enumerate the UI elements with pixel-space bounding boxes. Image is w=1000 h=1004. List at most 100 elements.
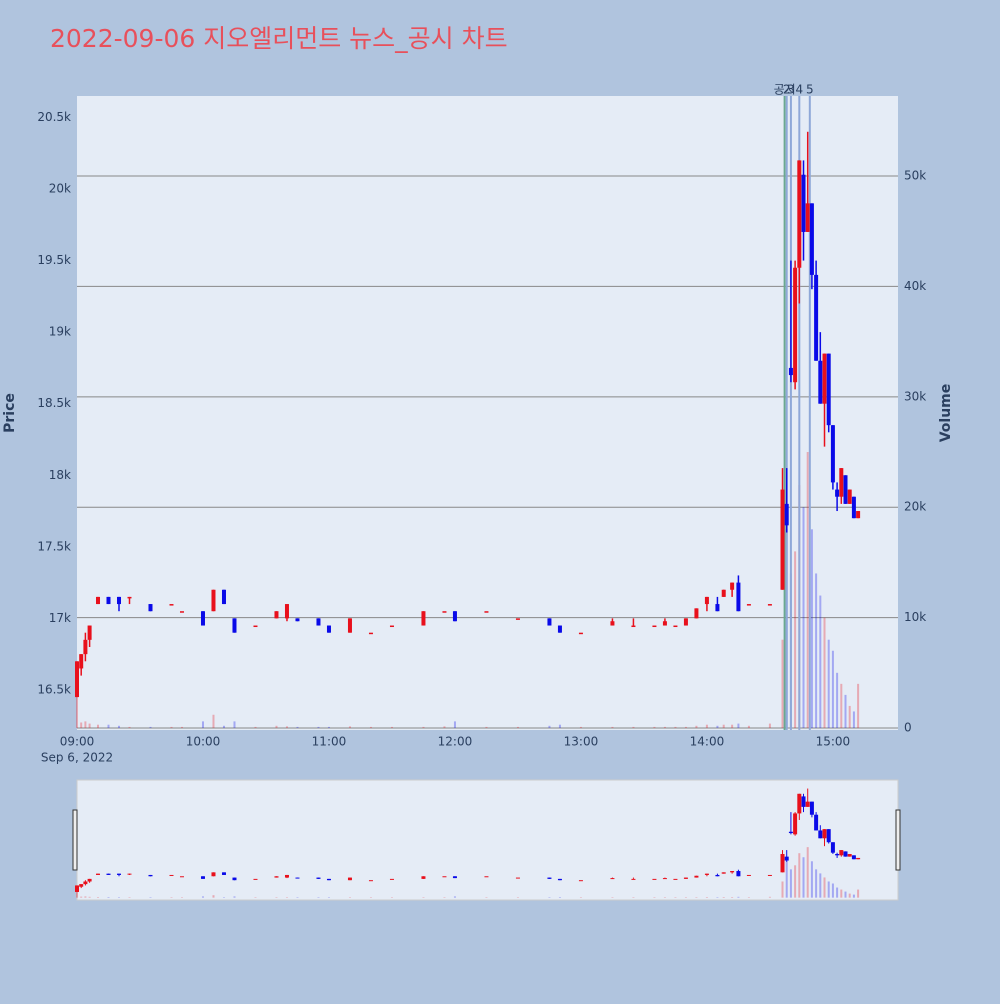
mini-volume-bar	[579, 897, 582, 898]
mini-volume-bar	[716, 897, 719, 898]
mini-candle-body	[610, 878, 615, 880]
mini-candle-body	[694, 875, 699, 878]
mini-volume-bar	[674, 897, 677, 898]
candle-body	[683, 618, 688, 626]
volume-bar	[674, 726, 677, 729]
mini-candle-body	[767, 874, 772, 876]
candle-body	[704, 596, 709, 605]
volume-bar	[149, 726, 152, 729]
mini-volume-bar	[180, 897, 183, 898]
mini-candle-body	[347, 877, 352, 881]
annotation-text: 5	[806, 83, 814, 97]
mini-candle-body	[652, 878, 657, 880]
mini-volume-bar	[798, 853, 801, 898]
candle-body	[316, 618, 321, 626]
candle-body	[797, 160, 802, 268]
mini-candle-body	[253, 878, 258, 880]
candle-body	[389, 625, 394, 628]
candle-body	[814, 274, 819, 361]
x-tick-label: 13:00	[564, 735, 599, 749]
mini-candle-body	[326, 878, 331, 881]
range-handle[interactable]	[72, 809, 78, 871]
volume-bar	[653, 726, 656, 729]
mini-candle-body	[557, 878, 562, 881]
volume-bar	[611, 726, 614, 729]
mini-volume-bar	[117, 897, 120, 898]
mini-volume-bar	[806, 847, 809, 898]
mini-volume-bar	[222, 897, 225, 898]
candle-body	[421, 611, 426, 626]
mini-volume-bar	[794, 865, 797, 898]
volume-bar	[485, 726, 488, 729]
mini-candle-body	[316, 877, 321, 879]
mini-candle-body	[75, 885, 79, 892]
candle-body	[368, 632, 373, 635]
mini-volume-bar	[695, 897, 698, 898]
candle-body	[843, 475, 848, 504]
candle-body	[211, 589, 216, 612]
mini-volume-bar	[663, 897, 666, 898]
candle-body	[79, 654, 84, 669]
mini-candle-body	[515, 877, 520, 879]
candle-body	[557, 625, 562, 633]
mini-volume-bar	[731, 897, 734, 898]
volume-bar	[180, 726, 183, 729]
mini-volume-bar	[485, 897, 488, 898]
volume-bar	[722, 724, 725, 729]
candle-body	[746, 604, 751, 606]
candle-body	[793, 267, 798, 383]
mini-candle-body	[822, 829, 827, 839]
mini-volume-bar	[823, 877, 826, 898]
mini-candle-body	[421, 876, 426, 879]
mini-volume-bar	[722, 897, 725, 898]
volume-bar	[233, 721, 236, 729]
volume-bar	[747, 725, 750, 729]
volume-bar	[794, 551, 797, 729]
mini-volume-bar	[348, 897, 351, 898]
candle-body	[822, 353, 827, 404]
volume-bar	[201, 721, 204, 729]
y2-tick-label: 40k	[904, 279, 926, 293]
mini-candle-body	[818, 830, 823, 839]
mini-candle-body	[683, 877, 688, 879]
candle-body	[547, 618, 552, 626]
volume-bar	[705, 724, 708, 729]
mini-candle-body	[793, 813, 798, 835]
volume-bar	[819, 595, 822, 729]
volume-bar	[579, 726, 582, 729]
candle-body	[780, 489, 785, 590]
mini-candle-body	[179, 876, 184, 878]
candle-body	[851, 496, 856, 519]
y-tick-label: 17k	[49, 611, 71, 625]
candle-body	[805, 203, 810, 232]
mini-volume-bar	[285, 897, 288, 898]
volume-bar	[285, 726, 288, 729]
mini-candle-body	[295, 877, 300, 879]
volume-bar	[836, 672, 839, 729]
x-tick-label: 14:00	[690, 735, 725, 749]
volume-bar	[348, 726, 351, 729]
volume-bar	[254, 726, 257, 729]
range-slider[interactable]	[76, 779, 899, 901]
volume-bar	[768, 723, 771, 729]
range-handle[interactable]	[895, 809, 901, 871]
candle-body	[452, 611, 457, 622]
mini-candle-body	[87, 878, 92, 882]
mini-volume-bar	[80, 896, 83, 898]
volume-bar	[548, 725, 551, 729]
mini-candle-body	[835, 854, 840, 856]
y2-tick-label: 0	[904, 721, 912, 735]
mini-candle-body	[452, 876, 457, 879]
volume-bar	[327, 726, 330, 729]
volume-bar	[317, 726, 320, 729]
candle-body	[326, 625, 331, 633]
mini-volume-bar	[810, 861, 813, 898]
mini-candle-body	[715, 874, 720, 877]
volume-bar	[663, 726, 666, 729]
mini-volume-bar	[558, 897, 561, 898]
mini-volume-bar	[840, 889, 843, 898]
candle-body	[253, 625, 258, 628]
volume-bar	[107, 724, 110, 729]
mini-volume-bar	[815, 869, 818, 898]
volume-bar	[128, 726, 131, 729]
